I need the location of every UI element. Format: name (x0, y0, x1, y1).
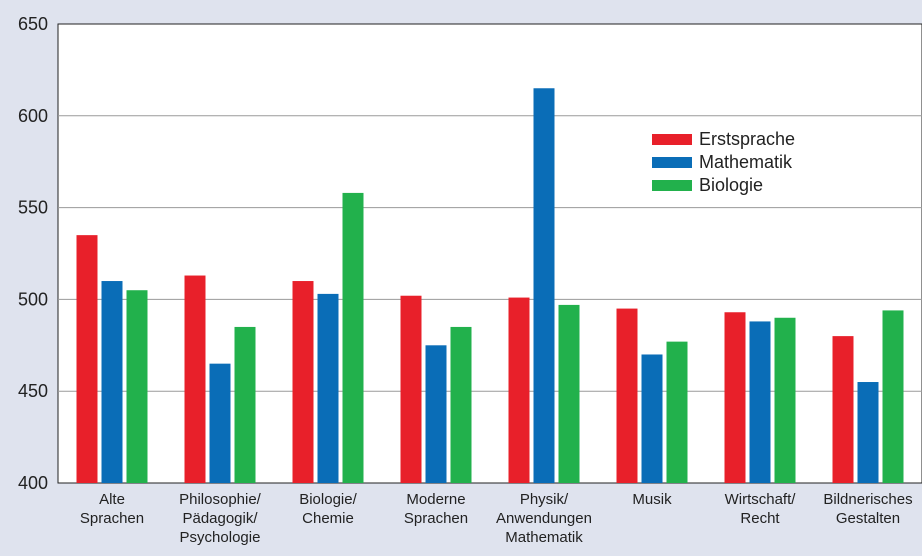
x-tick-label: Philosophie/Pädagogik/Psychologie (179, 491, 262, 546)
bar-biologie (234, 326, 256, 483)
x-tick-label: Bildnerisches Gestalten (823, 491, 912, 527)
y-tick-label: 450 (18, 381, 48, 401)
bar-biologie (342, 192, 364, 484)
legend-swatch (652, 180, 692, 191)
bar-biologie (558, 304, 580, 483)
bar-biologie (666, 341, 688, 483)
x-tick-label: Alte Sprachen (80, 491, 144, 527)
x-tick-label: Moderne Sprachen (404, 491, 468, 527)
y-tick-label: 400 (18, 473, 48, 493)
y-axis-ticks: 400 450 500 550 600 650 (18, 14, 48, 493)
legend: Erstsprache Mathematik Biologie (652, 129, 795, 195)
x-tick-label: Wirtschaft/Recht (725, 491, 797, 527)
bar-erstsprache (400, 295, 422, 483)
bars (76, 88, 904, 484)
bar-erstsprache (292, 281, 314, 483)
legend-swatch (652, 134, 692, 145)
bar-erstsprache (76, 235, 98, 483)
bar-mathematik (749, 321, 771, 483)
bar-biologie (126, 290, 148, 483)
y-tick-label: 500 (18, 289, 48, 309)
x-tick-label: Musik (632, 491, 672, 508)
legend-swatch (652, 157, 692, 168)
bar-erstsprache (832, 336, 854, 483)
bar-mathematik (857, 382, 879, 483)
x-tick-label: Physik/Anwendungen Mathematik (496, 491, 592, 546)
bar-mathematik (533, 88, 555, 483)
legend-label: Mathematik (699, 152, 793, 172)
bar-mathematik (641, 354, 663, 483)
bar-biologie (882, 310, 904, 483)
bar-erstsprache (724, 312, 746, 483)
bar-erstsprache (616, 308, 638, 483)
bar-mathematik (209, 363, 231, 483)
bar-erstsprache (508, 297, 530, 483)
bar-mathematik (317, 293, 339, 483)
legend-label: Erstsprache (699, 129, 795, 149)
x-tick-label: Biologie/Chemie (299, 491, 357, 527)
legend-label: Biologie (699, 175, 763, 195)
y-tick-label: 600 (18, 106, 48, 126)
x-axis-labels: Alte Sprachen Philosophie/Pädagogik/Psycho… (80, 491, 913, 546)
y-tick-label: 650 (18, 14, 48, 34)
y-tick-label: 550 (18, 198, 48, 218)
bar-erstsprache (184, 275, 206, 483)
bar-biologie (450, 326, 472, 483)
bar-biologie (774, 317, 796, 483)
bar-mathematik (425, 345, 447, 483)
bar-mathematik (101, 281, 123, 483)
